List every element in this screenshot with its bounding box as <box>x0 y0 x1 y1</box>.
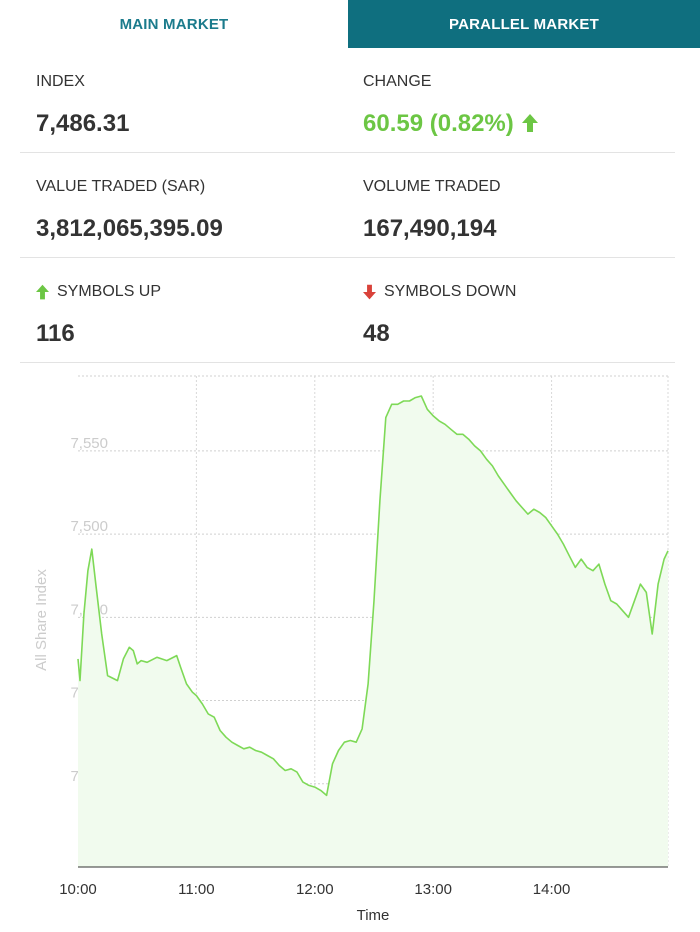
stats-row-traded: VALUE TRADED (SAR) 3,812,065,395.09 VOLU… <box>20 153 675 258</box>
symbols-up-label: SYMBOLS UP <box>57 283 162 300</box>
market-tabs: MAIN MARKET PARALLEL MARKET <box>0 0 700 48</box>
symbols-down-label: SYMBOLS DOWN <box>384 283 517 300</box>
value-traded-value: 3,812,065,395.09 <box>36 215 223 242</box>
index-label: INDEX <box>36 73 85 90</box>
market-stats: INDEX 7,486.31 CHANGE 60.59 (0.82%) VALU… <box>20 48 675 363</box>
index-chart: 7,3507,4007,4507,5007,55010:0011:0012:00… <box>33 375 669 924</box>
arrow-up-icon <box>36 284 49 300</box>
arrow-down-icon <box>363 284 376 300</box>
x-tick-label: 14:00 <box>533 881 571 898</box>
stats-row-symbols: SYMBOLS UP 116 SYMBOLS DOWN 48 <box>20 258 675 363</box>
volume-traded-value: 167,490,194 <box>363 215 497 242</box>
change-value-wrap: 60.59 (0.82%) <box>363 110 538 138</box>
arrow-up-icon <box>521 114 538 132</box>
change-label: CHANGE <box>363 73 432 90</box>
series-line <box>77 395 669 797</box>
symbols-up-label-wrap: SYMBOLS UP <box>36 283 161 301</box>
stats-row-index: INDEX 7,486.31 CHANGE 60.59 (0.82%) <box>20 48 675 153</box>
x-tick-label: 11:00 <box>178 881 214 898</box>
series-area <box>78 396 668 867</box>
index-value: 7,486.31 <box>36 110 130 137</box>
x-tick-label: 12:00 <box>296 881 334 898</box>
value-traded-label: VALUE TRADED (SAR) <box>36 178 206 195</box>
change-value: 60.59 (0.82%) <box>363 110 514 137</box>
tab-main-market[interactable]: MAIN MARKET <box>0 0 348 48</box>
symbols-down-label-wrap: SYMBOLS DOWN <box>363 283 516 301</box>
x-tick-label: 10:00 <box>59 881 97 898</box>
tab-parallel-market[interactable]: PARALLEL MARKET <box>348 0 700 48</box>
x-tick-label: 13:00 <box>414 881 452 898</box>
volume-traded-label: VOLUME TRADED <box>363 178 501 195</box>
x-axis-title: Time <box>357 907 390 924</box>
y-axis-title: All Share Index <box>33 569 50 671</box>
symbols-up-value: 116 <box>36 320 75 347</box>
symbols-down-value: 48 <box>363 320 390 347</box>
y-tick-label: 7,550 <box>70 435 108 452</box>
y-tick-label: 7,500 <box>70 518 108 535</box>
